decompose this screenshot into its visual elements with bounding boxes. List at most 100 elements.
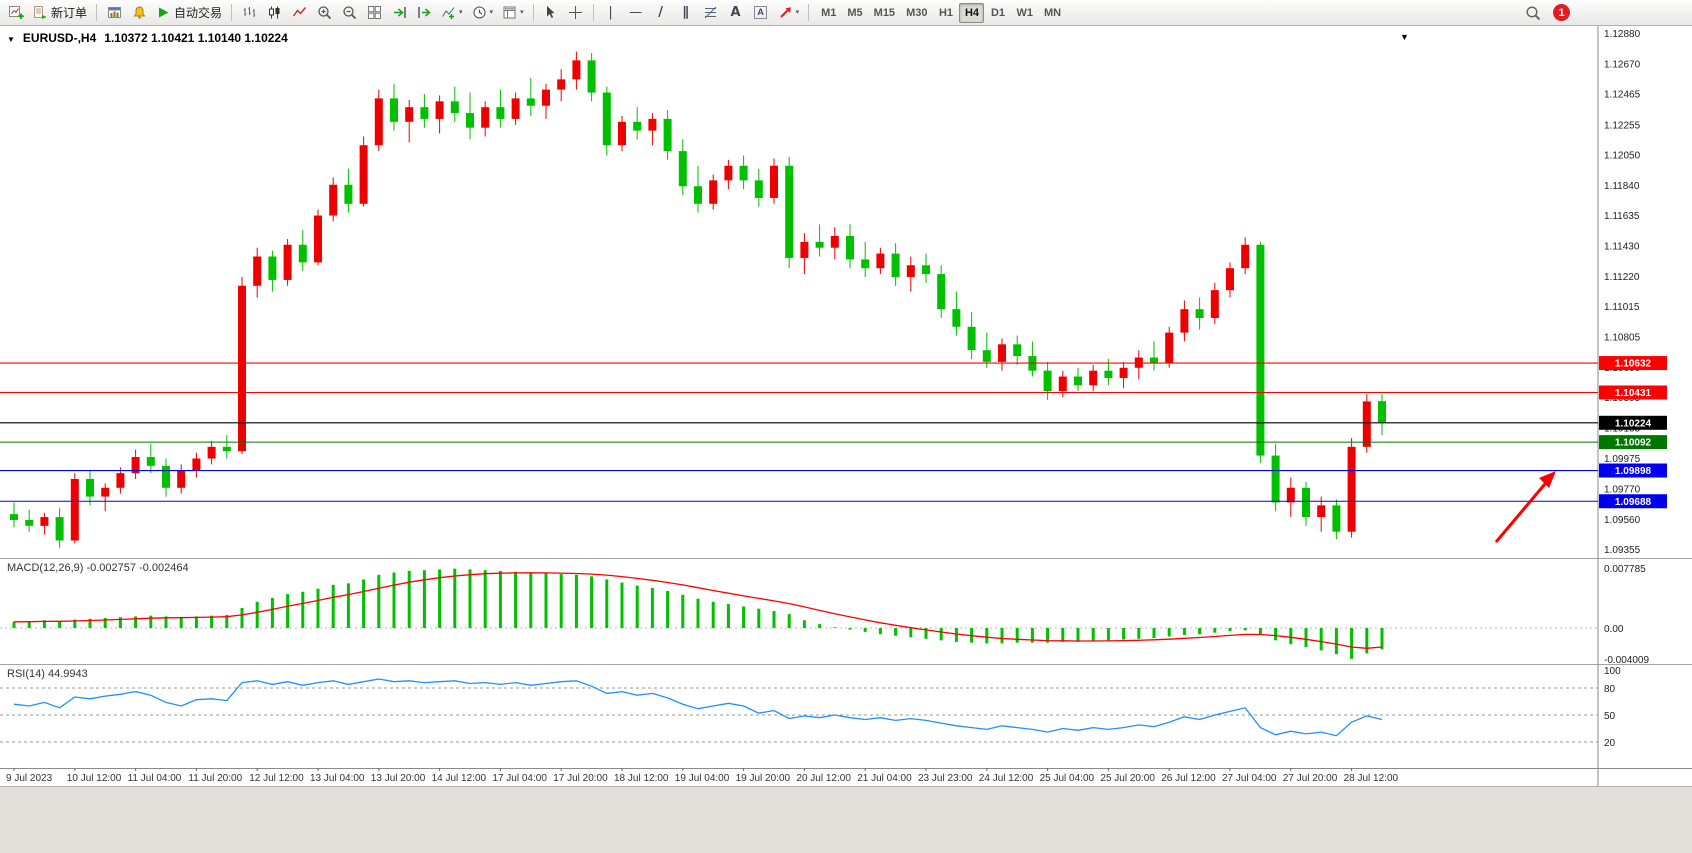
candle-chart-type-button[interactable] [262,2,286,24]
search-button[interactable] [1521,2,1545,24]
time-axis-label: 26 Jul 12:00 [1161,773,1216,784]
time-axis-label: 12 Jul 12:00 [249,773,304,784]
arrows-tool-button[interactable]: ▾ [774,2,804,24]
svg-text:1.09355: 1.09355 [1604,545,1641,556]
svg-text:1.11430: 1.11430 [1604,241,1640,252]
text-tool-button[interactable]: A [724,2,748,24]
time-axis-label: 21 Jul 04:00 [857,773,912,784]
svg-text:1.12255: 1.12255 [1604,120,1641,131]
time-axis-label: 25 Jul 04:00 [1040,773,1095,784]
notification-badge[interactable]: 1 [1553,4,1570,21]
trendline-tool-button[interactable]: / [649,2,673,24]
fibonacci-icon [704,6,717,19]
templates-button[interactable]: ▾ [498,2,528,24]
price-chart-svg[interactable]: 1.12880 1.12670 1.12465 1.12255 1.12050 1.118… [0,26,1692,558]
tile-windows-button[interactable] [362,2,386,24]
cursor-icon [547,6,555,18]
time-axis-label: 18 Jul 12:00 [614,773,669,784]
timeframe-button-m30[interactable]: M30 [901,3,932,23]
timeframe-button-m15[interactable]: M15 [869,3,900,23]
time-axis-label: 28 Jul 12:00 [1344,773,1399,784]
time-axis-label: 13 Jul 04:00 [310,773,365,784]
rsi-panel: 100 80 50 20 RSI(14) 44.9943 [0,664,1692,768]
timeframe-button-w1[interactable]: W1 [1011,3,1038,23]
zoom-out-button[interactable] [337,2,361,24]
time-axis-label: 11 Jul 04:00 [128,773,182,784]
svg-text:1.10092: 1.10092 [1615,438,1652,449]
auto-scroll-button[interactable] [387,2,411,24]
bar-chart-type-button[interactable] [237,2,261,24]
profiles-button[interactable] [102,2,126,24]
fibonacci-tool-button[interactable] [699,2,723,24]
auto-trading-button[interactable]: 自动交易 [152,2,226,24]
time-axis-label: 27 Jul 04:00 [1222,773,1277,784]
svg-text:1.10431: 1.10431 [1615,388,1652,399]
svg-text:1.11840: 1.11840 [1604,181,1640,192]
timeframe-button-m5[interactable]: M5 [842,3,867,23]
horizontal-line-icon: — [629,5,643,20]
time-axis-label: 19 Jul 20:00 [736,773,791,784]
templates-icon [503,6,516,19]
zoom-out-icon [342,6,356,20]
cursor-tool-button[interactable] [539,2,563,24]
candlestick-series [10,51,1386,548]
new-order-label: 新订单 [51,6,88,20]
macd-chart-svg[interactable]: 0.007785 0.00 -0.004009 [0,558,1692,664]
main-toolbar: 新订单 自动交易 [0,0,1692,26]
timeframe-button-d1[interactable]: D1 [985,3,1010,23]
line-chart-type-button[interactable] [287,2,311,24]
indicators-caret-icon: ▾ [459,9,463,16]
channel-tool-button[interactable]: ∥ [674,2,698,24]
time-axis-label: 10 Jul 12:00 [67,773,122,784]
vertical-line-tool-button[interactable]: | [599,2,623,24]
time-axis[interactable]: 9 Jul 2023 10 Jul 12:00 11 Jul 04:00 11 Jul… [0,768,1692,786]
svg-text:1.09898: 1.09898 [1615,466,1652,477]
indicators-icon [442,7,455,19]
svg-text:1.11635: 1.11635 [1604,211,1640,222]
time-axis-label: 25 Jul 20:00 [1100,773,1155,784]
time-axis-label: 13 Jul 20:00 [371,773,426,784]
indicators-button[interactable]: ▾ [437,2,467,24]
crosshair-tool-button[interactable] [564,2,588,24]
toolbar-separator [532,4,534,21]
timeframe-button-mn[interactable]: MN [1039,3,1066,23]
rsi-chart-svg[interactable]: 100 80 50 20 [0,664,1692,768]
timeframe-button-m1[interactable]: M1 [816,3,841,23]
text-label-tool-button[interactable]: A [749,2,773,24]
svg-text:1.09688: 1.09688 [1615,497,1652,508]
new-chart-button[interactable] [4,2,28,24]
svg-text:1.10632: 1.10632 [1615,359,1652,370]
time-axis-label: 20 Jul 12:00 [796,773,851,784]
svg-text:1.10224: 1.10224 [1615,418,1652,429]
new-order-button[interactable]: 新订单 [29,2,91,24]
toolbar-right-group: 1 [1521,2,1570,24]
timeframe-button-h1[interactable]: H1 [933,3,958,23]
svg-text:-0.004009: -0.004009 [1604,655,1649,664]
line-chart-type-icon [292,7,306,17]
chart-shift-button[interactable] [412,2,436,24]
periods-button[interactable]: ▾ [468,2,498,24]
trendline-icon: / [658,5,663,20]
price-tags: 1.10632 1.10431 1.10224 1.10092 1.09898 1.096… [1599,356,1667,509]
chart-root: 1.12880 1.12670 1.12465 1.12255 1.12050 1.118… [0,26,1692,853]
time-axis-label: 24 Jul 12:00 [979,773,1034,784]
svg-text:1.09975: 1.09975 [1604,454,1641,465]
macd-histogram [12,568,1384,659]
new-order-icon [34,6,47,19]
horizontal-line-tool-button[interactable]: — [624,2,648,24]
time-axis-svg: 9 Jul 2023 10 Jul 12:00 11 Jul 04:00 11 Jul… [0,768,1692,786]
vertical-line-icon: | [608,5,613,20]
time-axis-label: 11 Jul 20:00 [188,773,242,784]
horizontal-level-lines[interactable] [0,362,1598,502]
zoom-in-button[interactable] [312,2,336,24]
toolbar-separator [231,4,233,21]
text-label-icon: A [754,6,767,19]
trend-arrow-annotation[interactable] [1494,471,1556,543]
timeframe-button-h4[interactable]: H4 [959,2,985,23]
alerts-button[interactable] [127,2,151,24]
profiles-icon [107,7,121,18]
time-axis-label: 27 Jul 20:00 [1283,773,1338,784]
toolbar-separator [96,4,98,21]
search-icon [1526,5,1541,20]
